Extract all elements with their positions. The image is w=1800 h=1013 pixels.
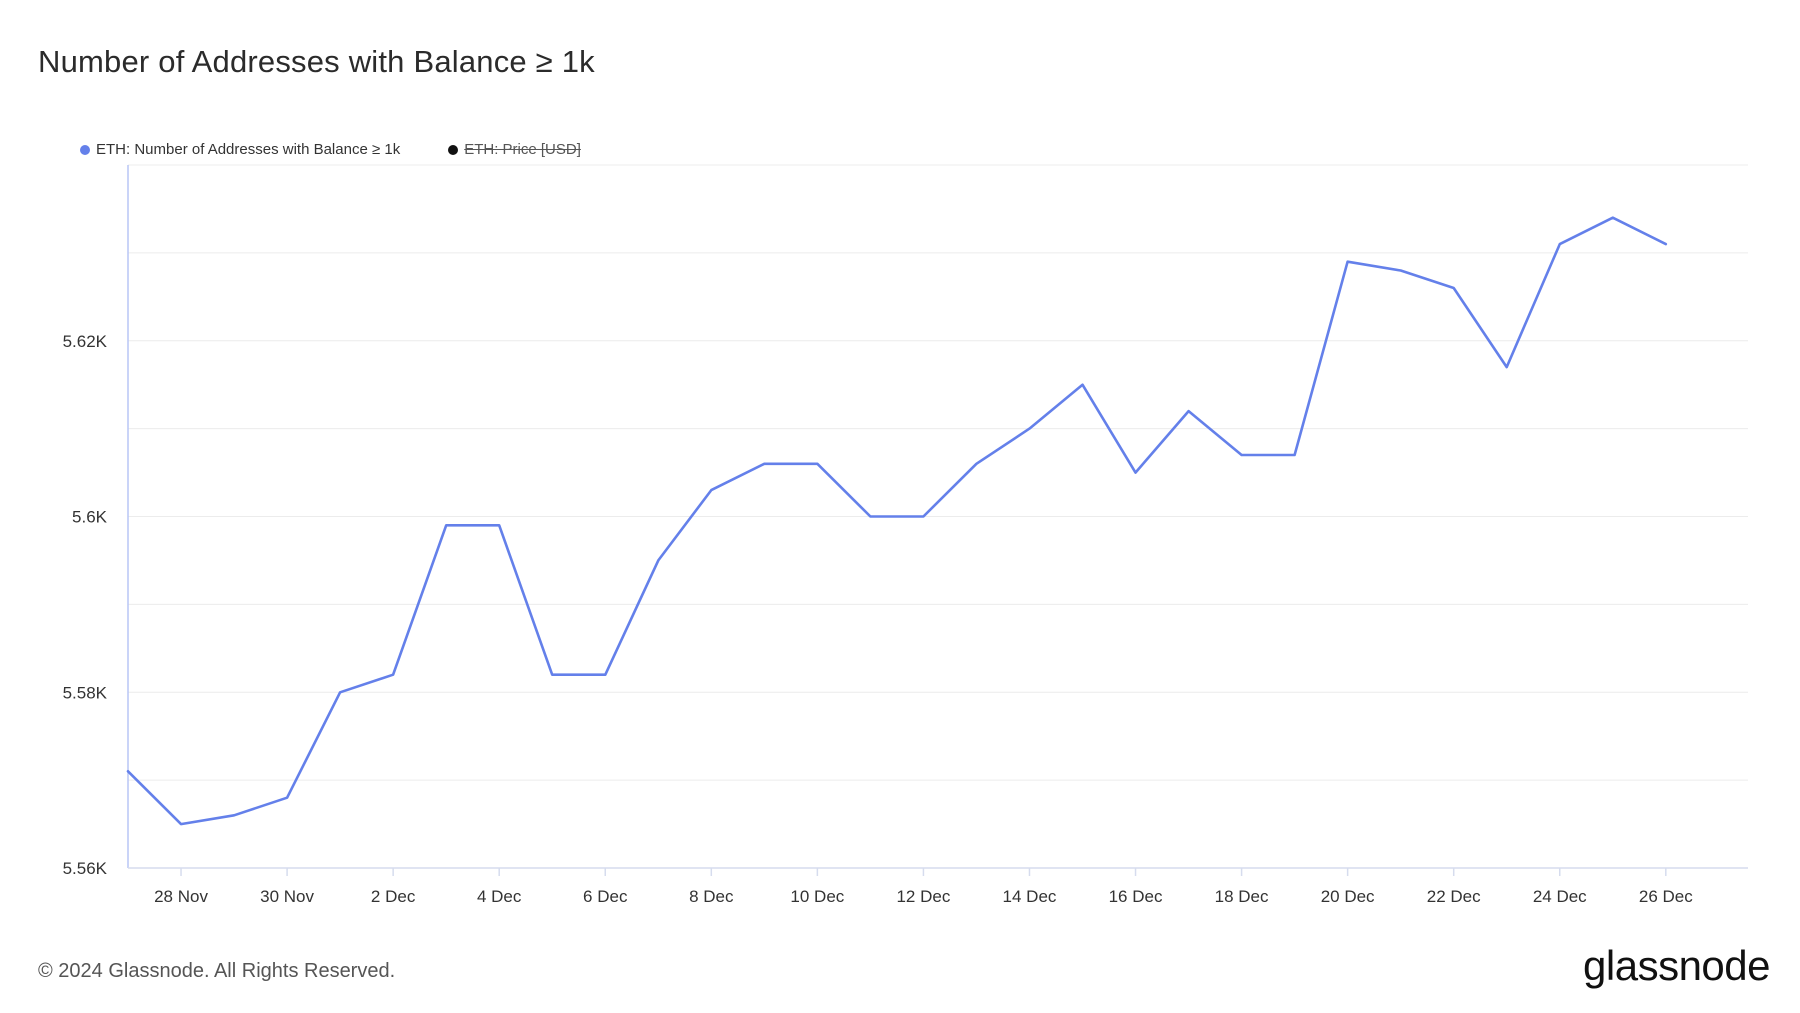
legend-item-addresses[interactable]: ETH: Number of Addresses with Balance ≥ …: [80, 141, 400, 158]
x-tick-label: 2 Dec: [371, 887, 416, 906]
x-axis-ticks: 28 Nov 30 Nov 2 Dec 4 Dec 6 Dec 8 Dec 10 Dec 12…: [154, 868, 1693, 906]
legend-dot-icon: [448, 144, 459, 155]
x-tick-label: 30 Nov: [260, 887, 314, 906]
x-tick-label: 8 Dec: [689, 887, 734, 906]
legend-dot-icon: [80, 144, 90, 155]
x-tick-label: 6 Dec: [583, 887, 628, 906]
y-axis-ticks: 5.56K 5.58K 5.6K 5.62K: [63, 332, 108, 878]
legend-label: ETH: Number of Addresses with Balance ≥ …: [96, 141, 401, 158]
y-tick-label: 5.56K: [63, 859, 108, 878]
axes: [127, 165, 1748, 869]
legend-label: ETH: Price [USD]: [464, 141, 581, 158]
y-tick-label: 5.58K: [63, 683, 108, 702]
x-tick-label: 16 Dec: [1109, 887, 1163, 906]
series-group: [126, 216, 1668, 826]
grid-lines: [128, 164, 1748, 869]
x-tick-label: 22 Dec: [1427, 887, 1481, 906]
x-tick-label: 18 Dec: [1215, 887, 1269, 906]
legend-item-price[interactable]: ETH: Price [USD]: [448, 141, 581, 158]
series-line: [126, 216, 1668, 826]
x-tick-label: 4 Dec: [477, 887, 522, 906]
x-tick-label: 26 Dec: [1639, 887, 1693, 906]
legend: ETH: Number of Addresses with Balance ≥ …: [80, 141, 629, 158]
glassnode-logo: glassnode: [1583, 942, 1770, 989]
x-tick-label: 12 Dec: [896, 887, 950, 906]
y-tick-label: 5.6K: [72, 508, 108, 527]
x-tick-label: 10 Dec: [790, 887, 844, 906]
y-tick-label: 5.62K: [63, 332, 108, 351]
x-tick-label: 14 Dec: [1003, 887, 1057, 906]
x-tick-label: 20 Dec: [1321, 887, 1375, 906]
x-tick-label: 28 Nov: [154, 887, 208, 906]
x-tick-label: 24 Dec: [1533, 887, 1587, 906]
copyright-text: © 2024 Glassnode. All Rights Reserved.: [38, 960, 396, 982]
chart-title: Number of Addresses with Balance ≥ 1k: [38, 44, 595, 79]
